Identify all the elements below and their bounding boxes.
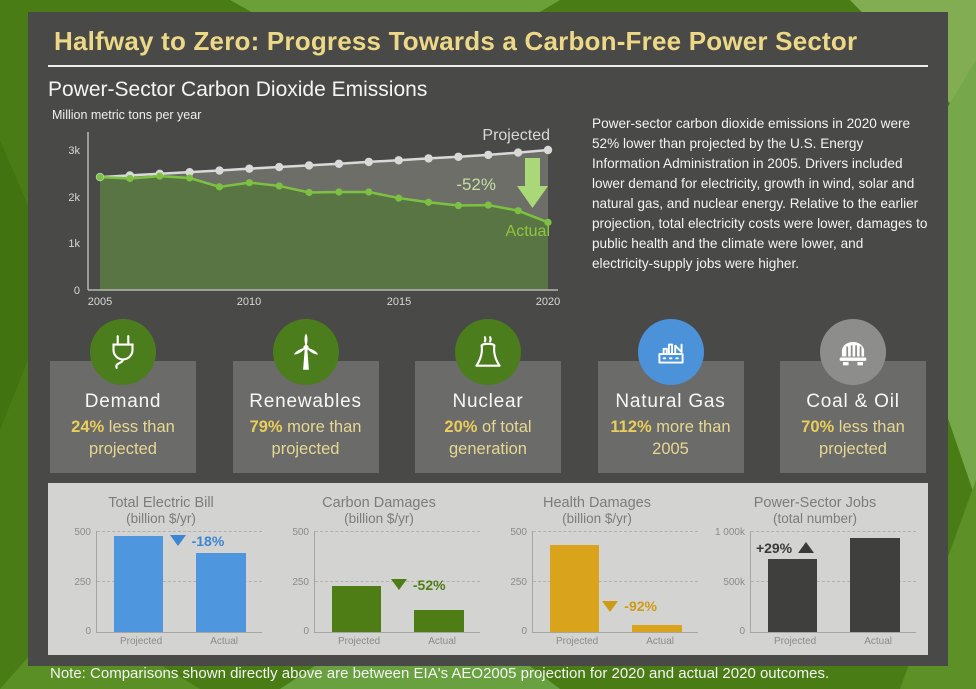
- bar-actual: [850, 537, 900, 632]
- stat-value: 70% less than projected: [801, 418, 905, 459]
- down-arrow-icon: [517, 158, 548, 208]
- stat-value: 24% less than projected: [71, 418, 175, 459]
- emissions-section: Million metric tons per year 3k 2k 1k 0 …: [48, 106, 928, 310]
- bar-projected: [331, 586, 381, 632]
- x-axis-labels: Projected Actual: [337, 635, 456, 647]
- triangle-down-icon: [602, 600, 619, 612]
- cooling-tower-icon: [455, 319, 521, 385]
- mini-chart-power-sector-jobs: Power-Sector Jobs (total number) 1 000k …: [714, 495, 916, 647]
- percent-drop-label: -52%: [456, 175, 496, 194]
- y-tick-0: 0: [74, 285, 80, 297]
- mini-chart-health-damages: Health Damages (billion $/yr) 500 250 0 …: [496, 495, 698, 647]
- y-axis-units-label: Million metric tons per year: [52, 108, 202, 122]
- x-axis-labels: Projected Actual: [773, 635, 892, 647]
- chart-subtitle: (billion $/yr): [344, 510, 414, 526]
- stat-value: 79% more than projected: [249, 418, 362, 459]
- stat-value: 112% more than 2005: [610, 418, 731, 459]
- mini-chart-carbon-damages: Carbon Damages (billion $/yr) 500 250 0 …: [278, 495, 480, 647]
- series-markers: [95, 145, 553, 226]
- mini-chart-total-electric-bill: Total Electric Bill (billion $/yr) 500 2…: [60, 495, 262, 647]
- bar-projected: [767, 558, 817, 632]
- emissions-line-chart: Million metric tons per year 3k 2k 1k 0 …: [48, 106, 580, 310]
- stat-label: Renewables: [249, 391, 362, 412]
- chart-title: Carbon Damages: [322, 494, 436, 511]
- stat-coal-oil: Coal & Oil 70% less than projected: [780, 319, 926, 473]
- summary-paragraph: Power-sector carbon dioxide emissions in…: [592, 116, 928, 271]
- change-annotation: +29%: [756, 540, 815, 556]
- bar-actual: [632, 624, 682, 632]
- bar-projected: [113, 535, 163, 632]
- chart-title: Total Electric Bill: [108, 494, 214, 511]
- chart-title: Health Damages: [543, 494, 651, 511]
- stat-label: Nuclear: [452, 391, 524, 412]
- stat-renewables: Renewables 79% more than projected: [232, 319, 379, 473]
- triangle-down-icon: [169, 535, 186, 547]
- projected-line-label: Projected: [482, 127, 550, 144]
- x-tick-2005: 2005: [88, 296, 112, 308]
- plot-area: -52%: [314, 530, 480, 633]
- main-panel: Halfway to Zero: Progress Towards a Carb…: [28, 12, 948, 682]
- triangle-up-icon: [798, 542, 815, 554]
- stat-natural-gas: Natural Gas 112% more than 2005: [597, 319, 744, 473]
- y-axis: 500 250 0: [510, 526, 527, 637]
- coal-car-icon: [820, 319, 886, 385]
- plot-area: -18%: [96, 530, 262, 633]
- area-fills: [100, 150, 548, 290]
- stat-label: Demand: [84, 391, 162, 412]
- change-annotation: -18%: [169, 533, 224, 549]
- comparison-charts-panel: Total Electric Bill (billion $/yr) 500 2…: [48, 482, 928, 655]
- x-axis-labels: Projected Actual: [119, 635, 238, 647]
- stat-label: Natural Gas: [615, 391, 726, 412]
- stat-label: Coal & Oil: [806, 391, 900, 412]
- y-tick-1k: 1k: [68, 238, 80, 250]
- chart-title: Power-Sector Jobs: [753, 494, 877, 511]
- change-annotation: -92%: [602, 598, 657, 614]
- wind-turbine-icon: [272, 319, 339, 385]
- stat-value: 20% of total generation: [444, 418, 532, 459]
- emissions-chart-title: Power-Sector Carbon Dioxide Emissions: [48, 78, 428, 101]
- y-tick-2k: 2k: [68, 192, 80, 204]
- plug-icon: [90, 319, 156, 385]
- x-tick-2015: 2015: [387, 296, 411, 308]
- stat-demand: Demand 24% less than projected: [50, 319, 196, 473]
- title-underline: [48, 65, 928, 67]
- actual-line-label: Actual: [506, 223, 550, 240]
- stats-row: Demand 24% less than projected Renewable…: [50, 319, 926, 473]
- footnote: Note: Comparisons shown directly above a…: [50, 664, 830, 682]
- bar-actual: [196, 552, 246, 632]
- x-tick-2010: 2010: [237, 296, 261, 308]
- emissions-chart-svg: 3k 2k 1k 0 2005 2010 2015 2020 Projected…: [68, 127, 560, 308]
- y-axis: 1 000k 500k 0: [714, 526, 745, 637]
- plot-area: +29%: [750, 530, 916, 633]
- chart-subtitle: (billion $/yr): [126, 510, 196, 526]
- triangle-down-icon: [390, 579, 407, 591]
- factory-icon: [637, 319, 704, 385]
- stat-nuclear: Nuclear 20% of total generation: [415, 319, 561, 473]
- y-axis: 500 250 0: [292, 526, 309, 637]
- series-lines: [99, 148, 549, 224]
- chart-subtitle: (total number): [772, 510, 858, 526]
- plot-area: -92%: [532, 530, 698, 633]
- chart-subtitle: (billion $/yr): [562, 510, 632, 526]
- x-tick-2020: 2020: [536, 296, 560, 308]
- x-axis-labels: Projected Actual: [555, 635, 674, 647]
- y-tick-3k: 3k: [68, 145, 80, 157]
- bar-projected: [549, 544, 599, 632]
- change-annotation: -52%: [390, 577, 446, 593]
- page-title: Halfway to Zero: Progress Towards a Carb…: [54, 26, 858, 56]
- bar-actual: [414, 609, 464, 632]
- y-axis: 500 250 0: [74, 526, 91, 637]
